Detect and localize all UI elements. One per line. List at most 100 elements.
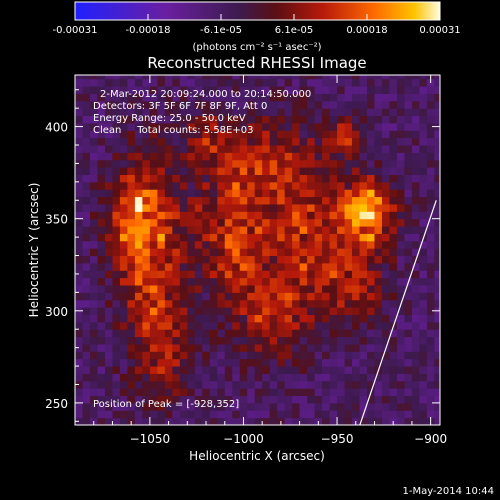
heatmap-cell bbox=[411, 115, 420, 124]
heatmap-cell bbox=[434, 270, 440, 279]
heatmap-cell bbox=[127, 86, 136, 94]
heatmap-cell bbox=[104, 226, 113, 234]
heatmap-cell bbox=[187, 130, 196, 139]
heatmap-cell bbox=[247, 167, 256, 175]
heatmap-cell bbox=[164, 240, 173, 249]
heatmap-cell bbox=[157, 152, 166, 161]
heatmap-cell bbox=[284, 329, 293, 338]
heatmap-cell bbox=[322, 248, 331, 257]
heatmap-cell bbox=[224, 307, 233, 315]
heatmap-cell bbox=[352, 395, 361, 404]
heatmap-cell bbox=[142, 211, 151, 220]
heatmap-cell bbox=[404, 351, 413, 360]
heatmap-cell bbox=[389, 218, 398, 227]
heatmap-cell bbox=[232, 115, 241, 124]
heatmap-cell bbox=[179, 255, 188, 264]
heatmap-cell bbox=[247, 174, 256, 183]
heatmap-cell bbox=[209, 189, 218, 198]
heatmap-cell bbox=[112, 270, 121, 279]
heatmap-cell bbox=[179, 130, 188, 139]
heatmap-cell bbox=[224, 321, 233, 330]
heatmap-cell bbox=[284, 137, 293, 146]
heatmap-cell bbox=[127, 100, 136, 109]
heatmap-cell bbox=[112, 417, 121, 425]
heatmap-cell bbox=[224, 380, 233, 389]
heatmap-cell bbox=[194, 329, 203, 338]
heatmap-cell bbox=[292, 402, 301, 411]
heatmap-cell bbox=[194, 78, 203, 87]
heatmap-cell bbox=[164, 366, 173, 374]
heatmap-cell bbox=[194, 307, 203, 315]
heatmap-cell bbox=[322, 159, 331, 168]
heatmap-cell bbox=[179, 181, 188, 190]
heatmap-cell bbox=[224, 343, 233, 352]
heatmap-cell bbox=[232, 137, 241, 146]
heatmap-cell bbox=[202, 167, 211, 175]
heatmap-cell bbox=[307, 137, 316, 146]
heatmap-cell bbox=[142, 203, 151, 212]
heatmap-cell bbox=[89, 380, 98, 389]
heatmap-cell bbox=[202, 145, 211, 153]
heatmap-cell bbox=[134, 388, 143, 397]
heatmap-cell bbox=[299, 108, 308, 117]
heatmap-cell bbox=[322, 75, 331, 80]
heatmap-cell bbox=[359, 366, 368, 374]
heatmap-cell bbox=[269, 314, 278, 323]
heatmap-cell bbox=[172, 145, 181, 153]
heatmap-cell bbox=[142, 343, 151, 352]
heatmap-cell bbox=[127, 130, 136, 139]
heatmap-cell bbox=[97, 248, 106, 257]
heatmap-cell bbox=[254, 292, 263, 301]
heatmap-cell bbox=[104, 93, 113, 102]
heatmap-cell bbox=[164, 130, 173, 139]
heatmap-cell bbox=[254, 388, 263, 397]
heatmap-cell bbox=[337, 115, 346, 124]
heatmap-cell bbox=[134, 395, 143, 404]
heatmap-cell bbox=[381, 299, 390, 308]
heatmap-cell bbox=[104, 373, 113, 382]
heatmap-cell bbox=[97, 277, 106, 286]
heatmap-cell bbox=[119, 292, 128, 301]
heatmap-cell bbox=[367, 373, 375, 382]
heatmap-cell bbox=[381, 388, 390, 397]
heatmap-cell bbox=[337, 93, 346, 102]
heatmap-cell bbox=[149, 218, 158, 227]
heatmap-cell bbox=[307, 417, 316, 425]
heatmap-cell bbox=[224, 373, 233, 382]
heatmap-cell bbox=[404, 343, 413, 352]
heatmap-cell bbox=[284, 395, 293, 404]
heatmap-cell bbox=[404, 285, 413, 293]
heatmap-cell bbox=[179, 211, 188, 220]
heatmap-cell bbox=[179, 93, 188, 102]
heatmap-cell bbox=[314, 329, 323, 338]
heatmap-cell bbox=[367, 292, 375, 301]
heatmap-cell bbox=[75, 388, 83, 397]
heatmap-cell bbox=[434, 174, 440, 183]
heatmap-cell bbox=[396, 380, 405, 389]
heatmap-cell bbox=[172, 255, 181, 264]
heatmap-cell bbox=[232, 181, 241, 190]
heatmap-cell bbox=[411, 93, 420, 102]
heatmap-cell bbox=[232, 189, 241, 198]
heatmap-cell bbox=[381, 181, 390, 190]
heatmap-cell bbox=[134, 248, 143, 257]
heatmap-cell bbox=[352, 189, 361, 198]
heatmap-cell bbox=[134, 292, 143, 301]
heatmap-cell bbox=[134, 285, 143, 293]
heatmap-cell bbox=[374, 248, 383, 257]
heatmap-cell bbox=[359, 86, 368, 94]
heatmap-cell bbox=[374, 240, 383, 249]
heatmap-cell bbox=[89, 277, 98, 286]
heatmap-cell bbox=[254, 329, 263, 338]
heatmap-cell bbox=[97, 211, 106, 220]
heatmap-cell bbox=[217, 292, 226, 301]
heatmap-cell bbox=[359, 137, 368, 146]
heatmap-cell bbox=[374, 255, 383, 264]
heatmap-cell bbox=[374, 262, 383, 271]
heatmap-cell bbox=[142, 137, 151, 146]
heatmap-cell bbox=[239, 343, 248, 352]
heatmap-cell bbox=[89, 351, 98, 360]
heatmap-cell bbox=[389, 181, 398, 190]
heatmap-cell bbox=[97, 159, 106, 168]
